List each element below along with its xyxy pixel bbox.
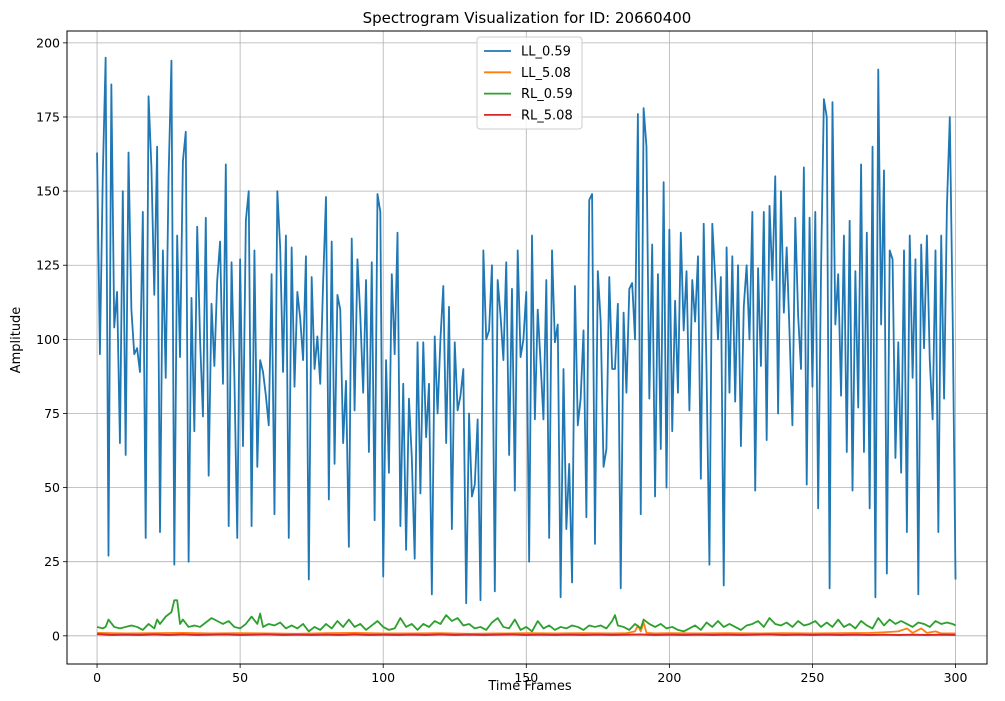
y-tick-label: 25 [44,554,60,569]
legend-label: LL_5.08 [521,66,571,81]
y-tick-label: 75 [44,406,60,421]
y-axis-title: Amplitude [9,307,24,374]
series-line-ll-0-59 [96,56,957,605]
y-tick-label: 125 [36,258,60,273]
x-axis-title: Time Frames [487,679,571,694]
y-tick-label: 100 [36,332,60,347]
x-tick-label: 250 [801,670,825,685]
legend-box [476,36,583,130]
y-tick-label: 175 [36,109,60,124]
x-tick-label: 0 [93,670,101,685]
axis-ticks: 0 50 100 150 200 250 300 0 25 50 75 100 125 150 175 200 [36,35,967,685]
series-line-rl-0-59 [96,599,956,633]
legend: LL_0.59 LL_5.08 RL_0.59 RL_5.08 [476,36,583,130]
x-tick-label: 200 [657,670,681,685]
y-tick-label: 0 [52,628,60,643]
plot-area [66,30,988,665]
x-tick-label: 100 [371,670,395,685]
legend-label: RL_0.59 [521,87,573,102]
x-tick-label: 50 [232,670,248,685]
x-tick-label: 300 [944,670,968,685]
series-lines [96,56,957,636]
legend-label: RL_5.08 [521,108,573,123]
series-line-rl-5-08 [96,633,956,636]
chart-title: Spectrogram Visualization for ID: 206604… [363,9,692,27]
legend-label: LL_0.59 [521,45,571,60]
y-tick-label: 150 [36,184,60,199]
x-tick-label: 150 [514,670,538,685]
y-tick-label: 50 [44,480,60,495]
y-tick-label: 200 [36,35,60,50]
